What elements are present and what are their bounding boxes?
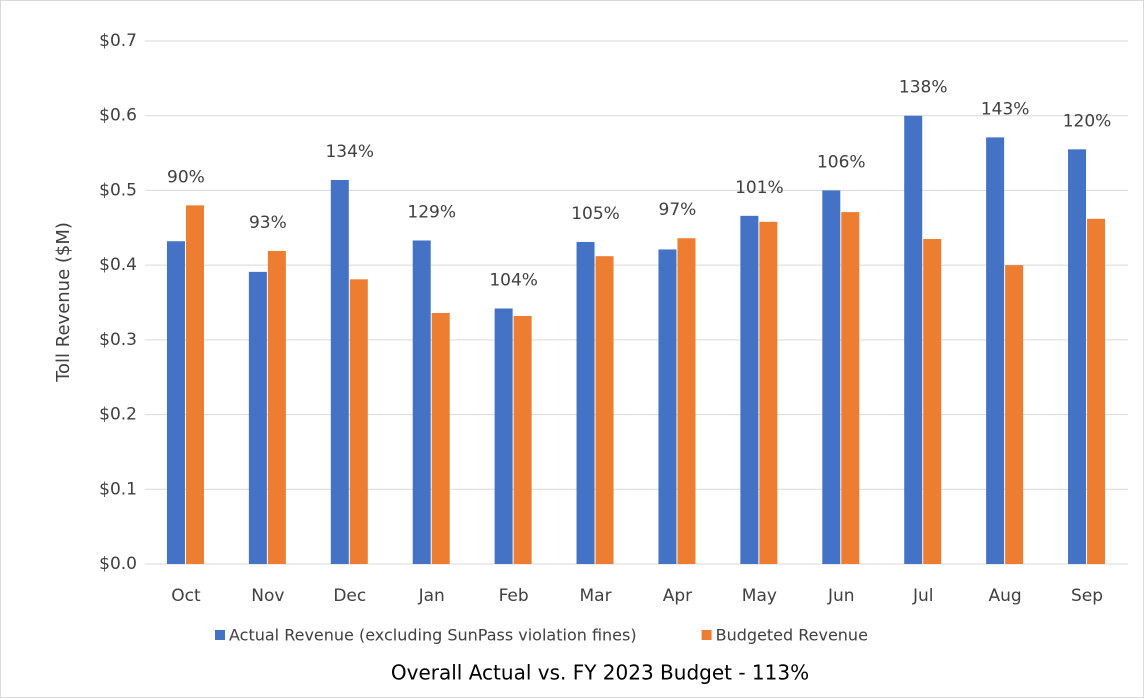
bar (1005, 265, 1024, 564)
percent-label: 134% (325, 142, 374, 162)
bar (904, 115, 923, 564)
x-tick-label: Aug (989, 586, 1022, 606)
y-tick-label: $0.1 (99, 479, 137, 499)
legend-swatch (215, 630, 225, 640)
bar (986, 137, 1005, 565)
percent-label: 129% (407, 202, 456, 222)
bar (759, 221, 778, 564)
bar (494, 308, 513, 564)
percent-label: 104% (489, 270, 538, 290)
legend-label: Actual Revenue (excluding SunPass violat… (229, 626, 637, 645)
x-tick-label: Mar (580, 586, 612, 606)
bar (1087, 218, 1106, 564)
bar (1068, 149, 1087, 565)
percent-label: 120% (1063, 111, 1112, 131)
x-tick-label: Dec (333, 586, 366, 606)
percent-label: 138% (899, 78, 948, 98)
x-tick-label: Jul (912, 586, 934, 606)
y-tick-label: $0.2 (99, 405, 137, 425)
chart-caption: Overall Actual vs. FY 2023 Budget - 113% (391, 661, 809, 685)
bar (412, 240, 431, 565)
x-tick-label: May (742, 586, 777, 606)
bar (431, 312, 450, 564)
bar (740, 215, 759, 564)
bar (185, 205, 204, 564)
percent-label: 101% (735, 178, 784, 198)
percent-label: 90% (167, 167, 205, 187)
bar (595, 256, 614, 564)
bar (248, 271, 267, 564)
y-tick-label: $0.7 (99, 31, 137, 51)
y-tick-label: $0.5 (99, 180, 137, 200)
bar (349, 279, 368, 564)
legend-swatch (701, 630, 712, 640)
percent-label: 106% (817, 152, 866, 172)
bar (658, 249, 677, 564)
bar (822, 190, 841, 564)
y-axis-label: Toll Revenue ($M) (53, 222, 74, 383)
x-tick-label: Jan (418, 586, 445, 606)
x-tick-label: Nov (251, 586, 284, 606)
bar (677, 238, 696, 564)
x-tick-label: Apr (663, 586, 692, 606)
x-tick-label: Oct (171, 586, 201, 606)
x-tick-label: Jun (827, 586, 855, 606)
percent-label: 143% (981, 99, 1030, 119)
bar (330, 179, 349, 564)
bar (166, 241, 185, 564)
y-tick-label: $0.3 (99, 330, 137, 350)
percent-label: 105% (571, 204, 620, 224)
y-tick-label: $0.0 (99, 554, 137, 574)
x-tick-label: Sep (1071, 586, 1103, 606)
bar (841, 212, 860, 565)
bar (513, 315, 532, 564)
percent-label: 97% (659, 200, 697, 220)
y-tick-label: $0.6 (99, 106, 137, 126)
bar (576, 241, 595, 564)
bar (267, 250, 286, 564)
legend-label: Budgeted Revenue (716, 626, 868, 645)
bar (923, 238, 942, 564)
y-tick-label: $0.4 (99, 255, 137, 275)
percent-label: 93% (249, 213, 287, 233)
x-tick-label: Feb (499, 586, 529, 606)
